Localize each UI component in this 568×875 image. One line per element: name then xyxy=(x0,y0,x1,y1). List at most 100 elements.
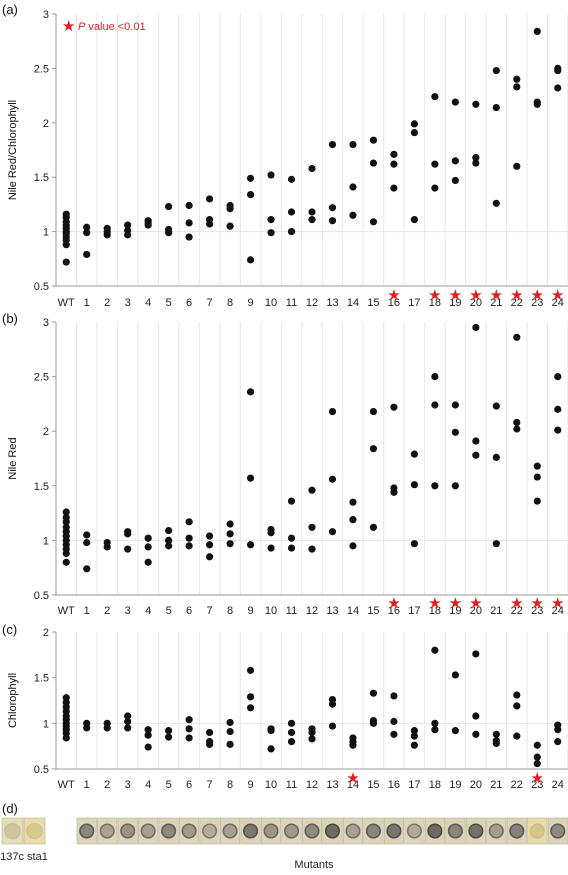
colony-spot xyxy=(304,823,320,839)
data-point xyxy=(62,523,70,531)
colony-spot xyxy=(222,823,238,839)
x-tick-label: 6 xyxy=(186,779,192,791)
data-point xyxy=(431,401,439,409)
data-point xyxy=(144,743,152,751)
mutant-colony-tile xyxy=(465,817,486,845)
data-point xyxy=(431,719,439,727)
data-point xyxy=(431,160,439,168)
data-point xyxy=(62,558,70,566)
colony-spot xyxy=(120,823,136,839)
mutant-colony-tile xyxy=(506,817,527,845)
x-tick-label: 5 xyxy=(166,297,172,309)
data-point xyxy=(451,671,459,679)
colony-spot xyxy=(181,823,197,839)
data-point xyxy=(185,716,193,724)
data-point xyxy=(451,157,459,165)
data-point xyxy=(451,98,459,106)
x-tick-label: WT xyxy=(58,297,75,309)
data-point xyxy=(83,565,91,573)
mutant-colony-tile xyxy=(97,817,118,845)
x-tick-label: 14 xyxy=(347,605,359,617)
data-point xyxy=(144,217,152,225)
x-tick-label: 7 xyxy=(207,605,213,617)
data-point xyxy=(103,224,111,232)
data-point xyxy=(472,650,480,658)
data-point xyxy=(267,745,275,753)
y-tick-label: 1.5 xyxy=(34,172,49,184)
data-point xyxy=(369,445,378,453)
x-tick-label: 15 xyxy=(367,297,379,309)
x-tick-label: 17 xyxy=(408,605,420,617)
x-tick-label: 20 xyxy=(470,297,482,309)
data-point xyxy=(451,401,459,409)
data-point xyxy=(246,474,255,482)
x-tick-label: 2 xyxy=(104,297,110,309)
data-point xyxy=(328,217,337,225)
data-point xyxy=(533,759,541,768)
x-tick-label: 2 xyxy=(104,779,110,791)
data-point xyxy=(554,64,562,72)
data-point xyxy=(369,523,378,531)
data-point xyxy=(410,128,418,137)
significance-star: ★ xyxy=(490,286,503,304)
data-point xyxy=(226,718,234,727)
data-point xyxy=(410,727,418,735)
x-tick-label: 12 xyxy=(306,779,318,791)
x-tick-label: 8 xyxy=(227,605,233,617)
legend-p-italic: P xyxy=(78,21,86,33)
data-point xyxy=(390,717,398,726)
data-point xyxy=(472,451,480,459)
data-point xyxy=(328,528,337,536)
mutant-colony-tile xyxy=(363,817,384,845)
data-point xyxy=(308,735,316,743)
data-point xyxy=(185,725,193,733)
x-tick-label: 11 xyxy=(286,779,297,791)
data-point xyxy=(185,219,193,227)
data-point xyxy=(83,229,91,237)
x-tick-label: 1 xyxy=(84,779,90,791)
data-point xyxy=(328,695,337,704)
x-tick-label: 23 xyxy=(531,297,543,309)
x-tick-label: 24 xyxy=(552,779,564,791)
y-tick-label: 1 xyxy=(43,227,49,239)
x-tick-label: 18 xyxy=(429,605,441,617)
x-tick-label: 11 xyxy=(286,605,297,617)
mutant-colony-tile xyxy=(404,817,425,845)
significance-star: ★ xyxy=(551,286,564,304)
mutant-colony-tile xyxy=(527,817,548,845)
data-point xyxy=(246,704,255,712)
colony-spot xyxy=(161,823,177,839)
x-tick-label: 3 xyxy=(125,605,131,617)
data-point xyxy=(390,484,398,492)
x-tick-label: 8 xyxy=(227,297,233,309)
panel-d-colony-images: (d) 137c sta1 xyxy=(0,801,568,863)
data-point xyxy=(369,716,378,725)
data-point xyxy=(308,164,316,173)
data-point xyxy=(165,733,173,741)
data-point xyxy=(287,544,296,552)
colony-spot xyxy=(140,823,156,839)
data-point xyxy=(533,497,541,505)
data-point xyxy=(83,223,91,231)
data-point xyxy=(246,693,255,701)
data-point xyxy=(513,418,521,427)
mutant-colony-tile xyxy=(179,817,200,845)
colony-spot xyxy=(550,823,566,839)
data-point xyxy=(62,513,70,522)
colony-spot xyxy=(406,823,422,839)
data-point xyxy=(431,373,439,381)
data-point xyxy=(410,481,418,489)
significance-star: ★ xyxy=(551,594,564,612)
x-tick-label: 10 xyxy=(265,779,277,791)
data-point xyxy=(349,542,357,550)
data-point xyxy=(267,525,275,534)
x-tick-label: 14 xyxy=(347,297,359,309)
x-tick-label: 4 xyxy=(145,605,151,617)
mutant-colony-tile xyxy=(199,817,220,845)
colony-spot xyxy=(263,823,279,839)
data-point xyxy=(165,542,173,550)
y-tick-label: 3 xyxy=(43,317,49,329)
